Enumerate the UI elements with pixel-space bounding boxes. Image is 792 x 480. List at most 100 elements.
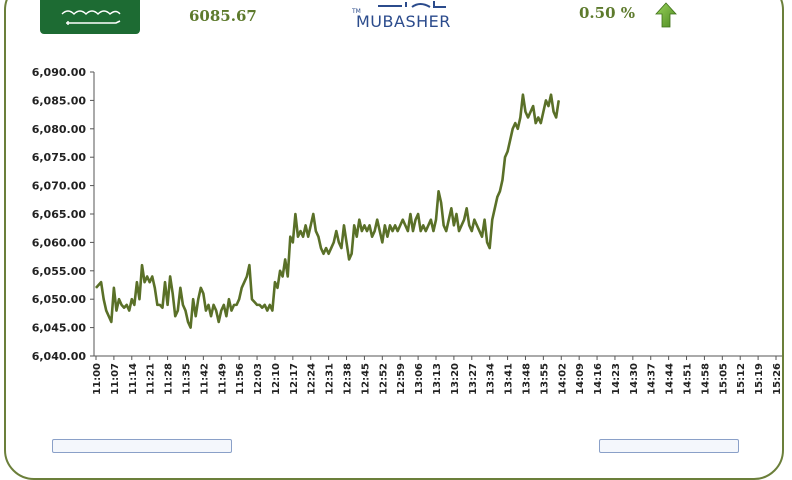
data-point [121,304,122,306]
data-point [192,298,194,300]
data-point [133,304,135,306]
x-tick-label: 11:35 [181,363,192,395]
data-point [443,224,445,226]
data-point [277,287,278,289]
data-point [105,310,107,311]
data-point [261,307,263,309]
data-point [156,304,158,306]
data-point [476,224,478,226]
data-point [440,202,442,204]
data-point [502,179,503,181]
data-point [312,213,314,215]
data-point [151,276,153,277]
data-point [517,128,519,130]
data-point [271,310,273,311]
x-tick-label: 13:20 [450,363,461,395]
logo-arabic-mark [378,1,446,8]
data-point [384,224,386,226]
data-point [353,224,355,226]
y-tick-label: 6,040.00 [32,350,87,363]
data-point [420,230,422,232]
data-point [236,304,238,306]
data-point [287,276,289,277]
y-tick-label: 6,085.00 [32,94,87,107]
data-point [323,253,324,255]
data-point [341,247,342,249]
data-point [248,264,250,266]
data-point [410,213,411,215]
data-point [330,247,332,249]
x-tick-label: 12:31 [325,363,336,395]
data-point [473,219,475,221]
data-point [458,230,460,232]
data-point [509,139,511,141]
x-tick-label: 14:16 [593,363,604,395]
data-point [404,224,406,226]
line-chart: 6,040.00 6,045.00 6,050.00 6,055.00 6,060.00… [32,66,783,395]
x-tick-label: 13:48 [521,363,532,395]
data-point [558,100,560,101]
data-point [496,196,498,198]
x-tick-label: 15:05 [718,363,729,395]
change-percent: 0.50 % [579,4,636,22]
plot-area [95,93,560,329]
data-point [514,122,516,124]
data-point [256,304,258,306]
data-point [225,315,227,317]
x-tick-label: 11:28 [164,363,175,395]
data-point [338,242,340,243]
data-point [453,224,455,226]
data-point [307,236,309,238]
x-tick-label: 11:14 [128,363,139,395]
data-point [445,230,447,232]
data-point [149,281,151,283]
data-point [174,315,176,317]
y-tick-label: 6,065.00 [32,208,87,221]
data-point [361,230,363,232]
x-tick-label: 13:13 [432,363,443,395]
data-point [266,310,268,311]
data-point [412,230,414,232]
data-point [215,310,217,311]
data-point [185,310,186,311]
data-point [522,94,524,96]
data-point [164,281,166,283]
data-point [553,111,554,113]
x-tick-label: 13:06 [414,363,425,395]
data-point [537,117,539,118]
x-tick-label: 12:24 [307,363,318,395]
x-tick-label: 12:03 [253,363,264,395]
data-point [202,293,204,294]
data-point [108,315,110,317]
data-point [481,236,483,238]
data-point [499,190,501,192]
data-point [456,213,457,215]
data-point [366,230,368,232]
data-point [415,219,416,221]
data-point [167,304,168,306]
data-point [284,259,286,260]
data-point [374,230,376,232]
data-point [310,224,312,226]
data-point [228,298,230,300]
series-line-0 [95,93,560,329]
data-point [95,287,97,289]
data-point [146,276,148,277]
x-tick-label: 11:42 [199,363,210,395]
data-point [430,219,432,221]
data-point [241,287,243,289]
x-tick-label: 15:26 [772,363,783,395]
data-point [376,219,378,221]
data-point [274,281,276,283]
data-point [218,321,220,323]
data-point [435,219,437,221]
data-point [320,247,322,249]
data-point [463,219,465,221]
data-point [471,230,473,232]
data-point [392,230,393,232]
data-point [238,298,240,300]
x-tick-label: 13:27 [468,363,479,395]
data-point [233,304,235,306]
data-point [159,304,161,306]
data-point [555,117,557,118]
